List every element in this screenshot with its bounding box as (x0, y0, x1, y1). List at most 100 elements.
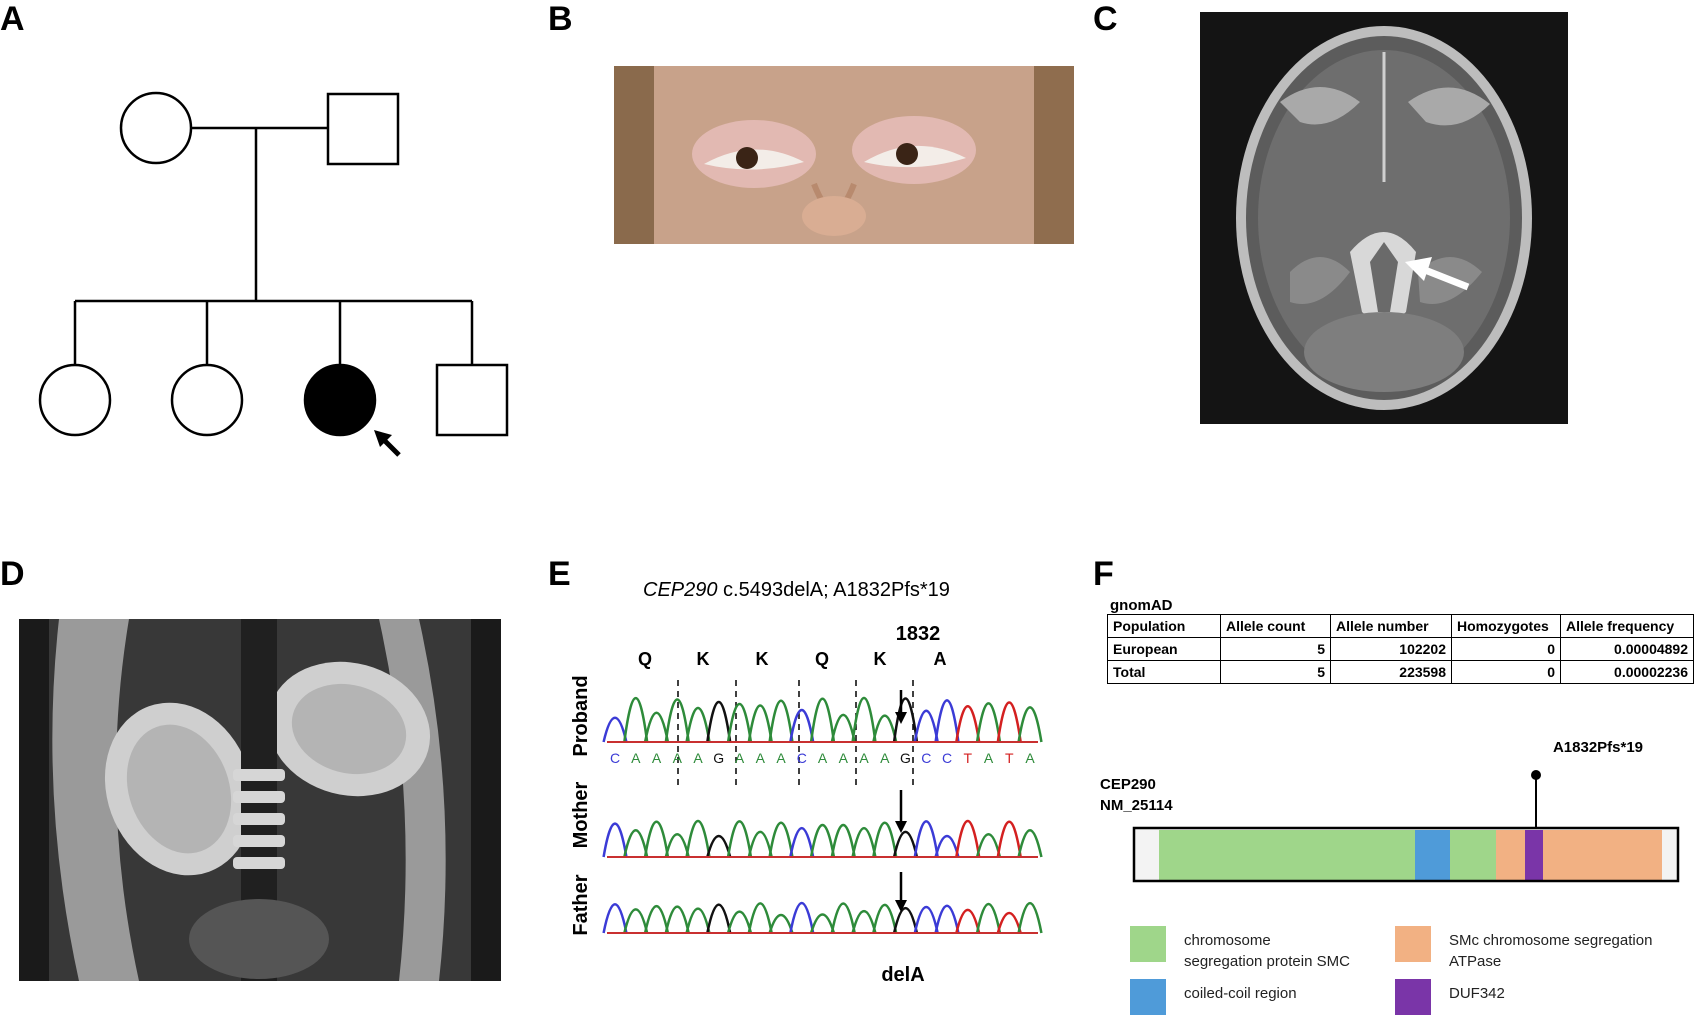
table-cell: 223598 (1330, 660, 1452, 684)
track-label: Mother (570, 781, 592, 848)
domain-atpase-1 (1496, 830, 1525, 880)
chromatogram-peak (851, 826, 877, 858)
base-call: A (776, 750, 786, 766)
base-call: G (900, 750, 911, 766)
base-call: C (610, 750, 620, 766)
base-call: A (673, 750, 683, 766)
chromatogram-peak (685, 907, 711, 934)
table-row: Total 5 223598 0 0.00002236 (1107, 660, 1694, 684)
amino-acid-label: K (756, 649, 769, 669)
base-call: A (631, 750, 641, 766)
base-call: A (693, 750, 703, 766)
chromatogram-peak (913, 820, 939, 858)
amino-acid-label: Q (638, 649, 652, 669)
gene-title: CEP290 (643, 579, 718, 601)
codon-position-label: 1832 (896, 623, 941, 645)
chromatogram-peak (892, 697, 919, 743)
coronal-mri-image (19, 619, 501, 981)
deletion-arrow-head (895, 900, 907, 912)
gene-name: CEP290 (1100, 776, 1156, 793)
base-call: C (942, 750, 952, 766)
chromatogram-peak (664, 698, 690, 743)
base-call: A (756, 750, 766, 766)
chromatogram-peak (623, 908, 649, 934)
gnomad-title: gnomAD (1110, 597, 1173, 614)
gnomad-table: Population Allele count Allele number Ho… (1107, 614, 1694, 684)
panel-label-b: B (548, 0, 573, 38)
chromatogram-peak (830, 902, 856, 934)
panel-label-f: F (1093, 555, 1114, 593)
chromatogram-peak (643, 820, 670, 858)
chromatogram-peak (789, 708, 815, 743)
legend-swatch-coiled-coil (1130, 979, 1166, 1015)
chromatogram-peak (975, 902, 1002, 934)
chromatogram-peak (872, 821, 898, 858)
legend-swatch-atpase (1395, 926, 1431, 962)
chromatogram-peak (1017, 829, 1043, 858)
legend-swatch-duf342 (1395, 979, 1431, 1015)
chromatogram-peak (643, 711, 670, 743)
base-call: A (859, 750, 869, 766)
chromatogram-peak (685, 820, 711, 858)
chromatogram-peak (955, 908, 981, 934)
chromatogram-peak (975, 702, 1002, 743)
panel-label-c: C (1093, 0, 1118, 38)
base-call: A (735, 750, 745, 766)
chromatogram-peak (892, 830, 919, 858)
table-cell: 5 (1220, 660, 1331, 684)
base-call: A (1025, 750, 1035, 766)
chromatogram-peak (768, 821, 794, 858)
chromatogram-peak (706, 834, 732, 858)
svg-text:CEP290 c.5493delA; A1832Pfs*19: CEP290 c.5493delA; A1832Pfs*19 (643, 579, 950, 601)
chromatogram-peak (1017, 901, 1043, 934)
base-call: A (839, 750, 849, 766)
legend-label-duf342: DUF342 (1449, 985, 1505, 1002)
legend-label-coiled-coil: coiled-coil region (1184, 985, 1297, 1002)
chromatogram-peak (789, 901, 815, 934)
amino-acid-label: K (874, 649, 887, 669)
chromatogram-peak (685, 706, 711, 743)
table-header-cell: Allele count (1220, 614, 1331, 638)
domain-smc-1 (1159, 830, 1415, 880)
legend-swatch-smc (1130, 926, 1166, 962)
proband-arrow-icon (374, 430, 401, 457)
panel-label-d: D (0, 555, 25, 593)
chromatogram-peak (747, 830, 773, 858)
chromatogram-peak (747, 704, 773, 743)
chromatogram-peak (934, 904, 960, 934)
chromatogram-peak (934, 835, 960, 858)
deletion-arrow-head (895, 821, 907, 833)
chromatogram-peak (851, 910, 877, 934)
variant-title: c.5493delA; A1832Pfs*19 (718, 579, 950, 601)
transcript-id: NM_25114 (1100, 797, 1173, 814)
chromatogram-peak (726, 910, 753, 934)
chromatogram-peak (996, 820, 1022, 858)
chromatogram-peak (747, 902, 773, 934)
chromatogram-peak (851, 696, 877, 743)
chromatogram-peak (872, 714, 898, 743)
base-call: A (880, 750, 890, 766)
table-cell: European (1107, 637, 1221, 661)
base-call: G (713, 750, 724, 766)
table-cell: 5 (1220, 637, 1331, 661)
chromatogram-peak (789, 826, 815, 858)
table-cell: Total (1107, 660, 1221, 684)
clinical-photo (614, 66, 1074, 244)
axial-mri-image (1200, 12, 1568, 424)
chromatogram-peak (726, 820, 753, 858)
chromatogram-peak (768, 699, 794, 743)
chromatogram-peak (706, 701, 732, 743)
chromatogram-peak (809, 823, 836, 858)
domain-atpase-2 (1543, 830, 1662, 880)
table-cell: 0.00004892 (1560, 637, 1694, 661)
pedigree-proband (303, 363, 377, 437)
chromatogram-peak (623, 696, 649, 743)
table-header-cell: Allele number (1330, 614, 1452, 638)
pedigree-mother (119, 91, 193, 165)
table-cell: 0 (1451, 660, 1561, 684)
deletion-arrow-head (895, 712, 907, 724)
chromatogram-peak (996, 911, 1022, 934)
domain-coiled-coil (1415, 830, 1450, 880)
panel-label-e: E (548, 555, 571, 593)
base-call: C (797, 750, 807, 766)
